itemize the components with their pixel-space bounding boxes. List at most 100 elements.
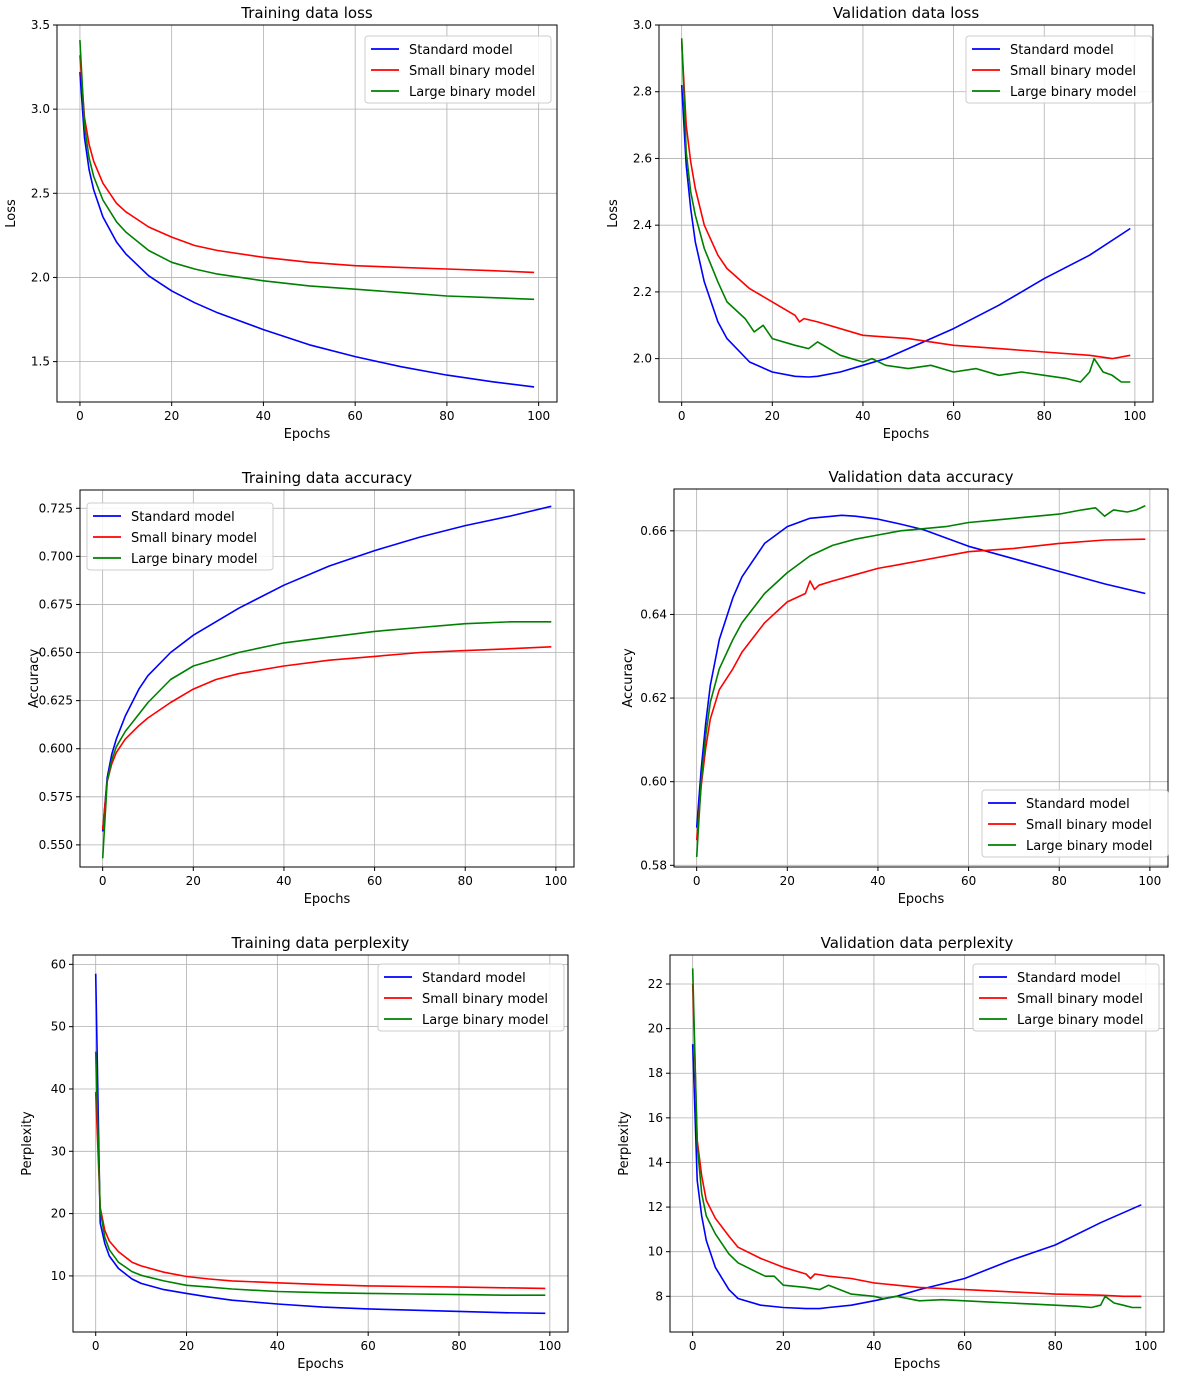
chart-val_ppl-ytick-label-0: 8	[655, 1289, 663, 1303]
chart-val_loss-xlabel: Epochs	[883, 427, 930, 442]
chart-val_loss-ytick-label-5: 3.0	[633, 18, 652, 32]
chart-val_ppl-ytick-label-5: 18	[648, 1066, 663, 1080]
chart-val_ppl-series-line-2	[691, 968, 1142, 1309]
chart-val_loss-series-line-0	[680, 85, 1131, 378]
chart-val_ppl-xtick-label-5: 100	[1134, 1339, 1157, 1353]
chart-train_ppl-series-line-0	[94, 973, 546, 1315]
chart-training-loss: 0 20 40 60 80 100 1.5 2.0 2.5 3.0 3.5 Training data…	[0, 0, 593, 463]
chart-val_loss-xtick-label-2: 40	[855, 409, 870, 423]
chart-train_ppl-xlabel: Epochs	[297, 1357, 344, 1372]
chart-train_loss-ytick-label-4: 3.5	[31, 18, 50, 32]
chart-train_acc-xlabel: Epochs	[304, 892, 351, 907]
chart-val_acc-title: Validation data accuracy	[828, 468, 1013, 486]
chart-val_acc-xtick-label-0: 0	[693, 874, 701, 888]
chart-train_loss-ylabel: Loss	[4, 199, 19, 228]
chart-val_ppl-ytick-label-6: 20	[648, 1022, 663, 1036]
chart-val_acc-series-line-1	[695, 538, 1146, 841]
chart-train_ppl-legend-label-2: Large binary model	[422, 1013, 548, 1028]
chart-train_acc-xtick-label-1: 20	[186, 874, 201, 888]
chart-val_loss-ytick-label-3: 2.6	[633, 151, 652, 165]
chart-train_ppl-ytick-label-2: 30	[51, 1144, 66, 1158]
chart-train_acc-ytick-label-0: 0.550	[39, 838, 73, 852]
chart-val_ppl-ylabel: Perplexity	[617, 1111, 632, 1176]
chart-val_loss-ytick-label-4: 2.8	[633, 85, 652, 99]
chart-val_ppl-ytick-label-7: 22	[648, 977, 663, 991]
chart-val_loss-legend-label-2: Large binary model	[1010, 85, 1136, 100]
chart-train_loss-series-line-2	[79, 40, 535, 301]
chart-val_ppl-legend-box	[972, 963, 1160, 1032]
chart-train_loss-legend-label-0: Standard model	[409, 43, 513, 58]
chart-training-loss-svg: 0 20 40 60 80 100 1.5 2.0 2.5 3.0 3.5 Training data…	[4, 4, 558, 442]
chart-train_ppl-ytick-label-5: 60	[51, 957, 66, 971]
chart-val_ppl-xlabel: Epochs	[894, 1357, 941, 1372]
chart-train_loss-ytick-label-1: 2.0	[31, 270, 50, 284]
chart-val_acc-ytick-label-2: 0.62	[640, 691, 667, 705]
chart-train_loss-xtick-label-2: 40	[256, 409, 271, 423]
chart-val_loss-legend-label-0: Standard model	[1010, 43, 1114, 58]
chart-train_ppl-xtick-label-4: 80	[451, 1339, 466, 1353]
chart-val_loss-xtick-label-1: 20	[765, 409, 780, 423]
chart-training-perplexity: 0 20 40 60 80 100 10 20 30 40 50 60 Training data pe…	[0, 926, 593, 1389]
chart-val_ppl-legend: Standard model Small binary model Large bi…	[972, 963, 1160, 1032]
chart-train_ppl-ytick-label-0: 10	[51, 1269, 66, 1283]
chart-train_acc-ytick-label-7: 0.725	[39, 501, 73, 515]
chart-val_loss-xtick-label-0: 0	[678, 409, 686, 423]
chart-val_loss-legend-box	[965, 35, 1153, 104]
chart-train_loss-legend-label-2: Large binary model	[409, 85, 535, 100]
chart-val_ppl-ytick-label-2: 12	[648, 1200, 663, 1214]
chart-train_ppl-legend-label-0: Standard model	[422, 971, 526, 986]
chart-train_acc-frame	[79, 489, 575, 868]
chart-train_acc-legend: Standard model Small binary model Large bi…	[86, 502, 274, 571]
chart-val_loss-ytick-label-1: 2.2	[633, 285, 652, 299]
chart-train_acc-ytick-label-1: 0.575	[39, 790, 73, 804]
chart-train_acc-ytick-label-4: 0.650	[39, 646, 73, 660]
chart-val_acc-xtick-label-1: 20	[780, 874, 795, 888]
chart-train_acc-ytick-label-2: 0.600	[39, 742, 73, 756]
chart-val_ppl-xtick-label-1: 20	[776, 1339, 791, 1353]
chart-val_acc-ytick-label-1: 0.60	[640, 775, 667, 789]
chart-val_loss-legend-label-1: Small binary model	[1010, 64, 1136, 79]
chart-val_loss-legend: Standard model Small binary model Large bi…	[965, 35, 1153, 104]
chart-train_loss-ytick-label-0: 1.5	[31, 355, 50, 369]
chart-val_acc-legend-label-0: Standard model	[1026, 797, 1130, 812]
chart-val_ppl-ytick-label-1: 10	[648, 1245, 663, 1259]
chart-val_acc-series-line-0	[695, 514, 1146, 828]
chart-val_acc-legend: Standard model Small binary model Large bi…	[981, 789, 1169, 858]
chart-train_acc-xtick-label-5: 100	[544, 874, 567, 888]
chart-train_acc-xtick-label-4: 80	[458, 874, 473, 888]
chart-val_loss-ytick-label-0: 2.0	[633, 352, 652, 366]
chart-val_acc-series-line-2	[695, 504, 1146, 858]
chart-train_loss-title: Training data loss	[240, 4, 373, 22]
chart-validation-loss-svg: 0 20 40 60 80 100 2.0 2.2 2.4 2.6 2.8 3.0 Validation…	[606, 4, 1154, 442]
chart-train_ppl-xtick-label-1: 20	[179, 1339, 194, 1353]
chart-val_acc-xtick-label-2: 40	[870, 874, 885, 888]
chart-train_acc-legend-box	[86, 502, 274, 571]
chart-train_loss-legend: Standard model Small binary model Large bi…	[364, 35, 552, 104]
chart-val_ppl-series-line-1	[691, 983, 1142, 1298]
chart-val_acc-legend-label-1: Small binary model	[1026, 818, 1152, 833]
chart-val_loss-frame	[658, 24, 1154, 403]
chart-train_loss-legend-label-1: Small binary model	[409, 64, 535, 79]
chart-train_acc-ytick-label-6: 0.700	[39, 549, 73, 563]
chart-val_loss-ylabel: Loss	[606, 199, 621, 228]
chart-train_ppl-ytick-label-3: 40	[51, 1082, 66, 1096]
chart-train_ppl-xtick-label-2: 40	[270, 1339, 285, 1353]
chart-train_ppl-series-line-1	[94, 1092, 546, 1290]
chart-validation-accuracy-svg: 0 20 40 60 80 100 0.58 0.60 0.62 0.64 0.66 Validati…	[621, 468, 1169, 907]
chart-val_loss-series-line-1	[680, 41, 1131, 360]
chart-val_loss-xtick-label-3: 60	[946, 409, 961, 423]
chart-val_acc-ytick-label-4: 0.66	[640, 524, 667, 538]
chart-train_loss-series-line-0	[79, 72, 535, 388]
chart-val_loss-xtick-label-5: 100	[1123, 409, 1146, 423]
chart-val_acc-ylabel: Accuracy	[621, 648, 636, 708]
chart-val_ppl-xtick-label-0: 0	[689, 1339, 697, 1353]
chart-train_acc-ytick-label-5: 0.675	[39, 597, 73, 611]
chart-val_loss-title: Validation data loss	[833, 4, 980, 22]
chart-train_loss-xlabel: Epochs	[284, 427, 331, 442]
chart-train_ppl-legend: Standard model Small binary model Large bi…	[377, 963, 565, 1032]
chart-validation-loss: 0 20 40 60 80 100 2.0 2.2 2.4 2.6 2.8 3.0 Validation…	[593, 0, 1186, 463]
chart-train_loss-xtick-label-0: 0	[76, 409, 84, 423]
chart-val_loss-series-line-2	[680, 38, 1131, 383]
chart-train_acc-xtick-label-3: 60	[367, 874, 382, 888]
chart-train_loss-xtick-label-4: 80	[439, 409, 454, 423]
